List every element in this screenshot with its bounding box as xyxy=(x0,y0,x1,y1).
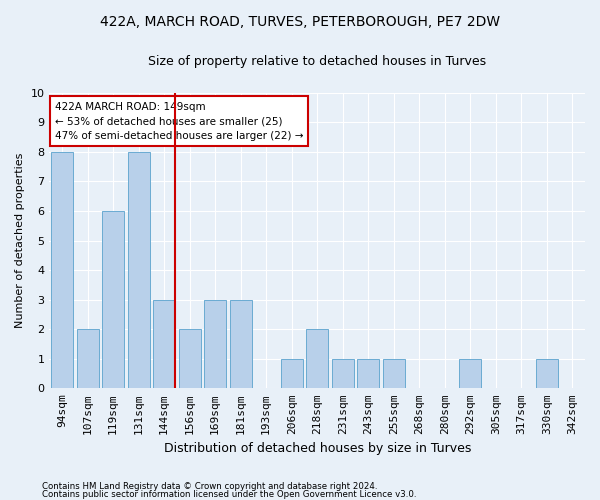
Title: Size of property relative to detached houses in Turves: Size of property relative to detached ho… xyxy=(148,55,486,68)
Bar xyxy=(154,300,175,388)
Text: 422A, MARCH ROAD, TURVES, PETERBOROUGH, PE7 2DW: 422A, MARCH ROAD, TURVES, PETERBOROUGH, … xyxy=(100,15,500,29)
Text: 422A MARCH ROAD: 149sqm
← 53% of detached houses are smaller (25)
47% of semi-de: 422A MARCH ROAD: 149sqm ← 53% of detache… xyxy=(55,102,303,141)
Bar xyxy=(230,300,251,388)
Bar xyxy=(536,359,557,388)
Bar xyxy=(52,152,73,388)
Bar xyxy=(358,359,379,388)
Bar xyxy=(128,152,149,388)
X-axis label: Distribution of detached houses by size in Turves: Distribution of detached houses by size … xyxy=(164,442,471,455)
Text: Contains HM Land Registry data © Crown copyright and database right 2024.: Contains HM Land Registry data © Crown c… xyxy=(42,482,377,491)
Bar xyxy=(307,329,328,388)
Bar xyxy=(205,300,226,388)
Y-axis label: Number of detached properties: Number of detached properties xyxy=(15,153,25,328)
Bar xyxy=(179,329,200,388)
Bar xyxy=(281,359,302,388)
Bar xyxy=(77,329,98,388)
Bar xyxy=(460,359,481,388)
Bar xyxy=(332,359,353,388)
Bar xyxy=(103,211,124,388)
Bar xyxy=(383,359,404,388)
Text: Contains public sector information licensed under the Open Government Licence v3: Contains public sector information licen… xyxy=(42,490,416,499)
